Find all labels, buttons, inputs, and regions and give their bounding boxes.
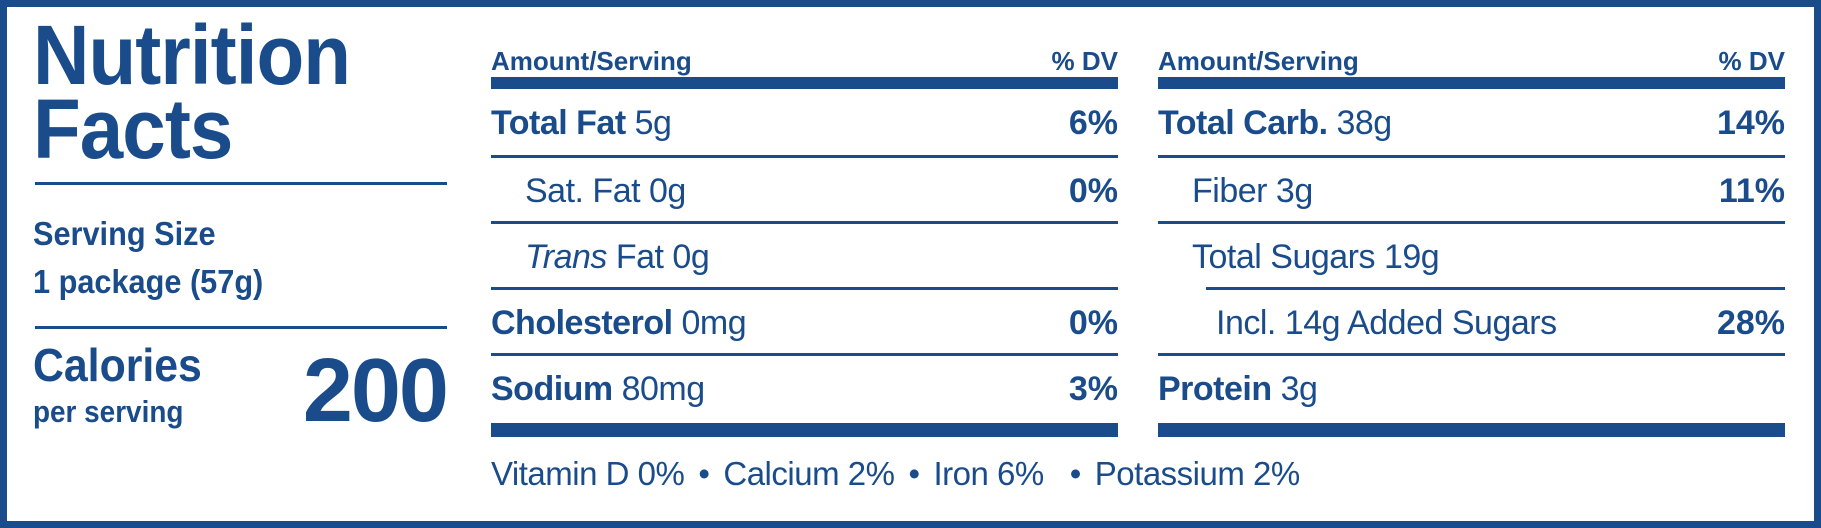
thick-divider (1158, 423, 1785, 437)
iron: Iron 6% (933, 455, 1045, 492)
calories-label: Calories (33, 339, 202, 391)
nutrient-dv: 14% (1716, 104, 1785, 142)
vitamins-minerals: Vitamin D 0% • Calcium 2% • Iron 6% • Potassiu… (491, 455, 1300, 493)
nutrient-name: Total Fat (491, 104, 626, 142)
amount-serving-header: Amount/Serving (1158, 46, 1359, 76)
nutrient-name: Total Carb. (1158, 104, 1328, 142)
bullet-separator: • (1069, 455, 1082, 492)
nutrient-amount: 80mg (612, 370, 706, 408)
dv-header: % DV (1718, 46, 1785, 76)
bullet-separator: • (908, 455, 920, 492)
thick-divider (1158, 77, 1785, 89)
nutrient-row-total-carb: Total Carb. 38g 14% (1158, 89, 1785, 158)
nutrient-dv: 11% (1718, 171, 1785, 210)
nutrient-amount: Incl. 14g Added Sugars (1216, 303, 1557, 342)
title-line-1: Nutrition (33, 8, 351, 102)
nutrient-dv: 3% (1068, 370, 1118, 408)
divider (35, 326, 447, 329)
nutrient-name: Cholesterol (491, 303, 673, 342)
nutrient-column-left: Amount/Serving % DV Total Fat 5g 6% Sat.… (491, 30, 1118, 437)
nutrient-dv: 0% (1068, 171, 1118, 210)
calories-value: 200 (302, 341, 449, 441)
nutrient-amount: Fat 0g (606, 237, 710, 276)
bullet-separator: • (698, 455, 710, 492)
nutrient-amount: 3g (1271, 370, 1318, 408)
amount-serving-header: Amount/Serving (491, 46, 692, 76)
nutrient-name: Protein (1158, 370, 1272, 408)
nutrient-amount: Sat. Fat 0g (525, 171, 686, 210)
nutrient-amount: Total Sugars 19g (1192, 237, 1440, 276)
nutrient-amount: Fiber 3g (1192, 171, 1313, 210)
nutrient-row-fiber: Fiber 3g 11% (1158, 158, 1785, 224)
nutrient-amount: 0mg (672, 303, 747, 342)
nutrient-column-right: Amount/Serving % DV Total Carb. 38g 14% … (1158, 30, 1785, 437)
title-line-2: Facts (33, 82, 233, 176)
label-title: Nutrition Facts (33, 8, 351, 176)
serving-size-label: Serving Size (33, 215, 216, 252)
nutrient-name: Sodium (491, 370, 613, 408)
nutrient-dv: 28% (1716, 303, 1785, 342)
calcium: Calcium 2% (723, 455, 895, 492)
nutrient-row-total-fat: Total Fat 5g 6% (491, 89, 1118, 158)
nutrient-row-cholesterol: Cholesterol 0mg 0% (491, 290, 1118, 356)
potassium: Potassium 2% (1094, 455, 1300, 492)
divider (35, 182, 447, 185)
nutrient-dv: 0% (1068, 303, 1118, 342)
serving-size: Serving Size 1 package (57g) (33, 210, 263, 306)
nutrient-row-sat-fat: Sat. Fat 0g 0% (491, 158, 1118, 224)
nutrient-row-protein: Protein 3g (1158, 356, 1785, 423)
dv-header: % DV (1051, 46, 1118, 76)
nutrient-dv: 6% (1068, 104, 1118, 142)
nutrient-amount: 5g (625, 104, 672, 142)
thick-divider (491, 77, 1118, 89)
nutrient-row-added-sugars: Incl. 14g Added Sugars 28% (1158, 290, 1785, 356)
vitamin-d: Vitamin D 0% (491, 455, 685, 492)
nutrient-row-sodium: Sodium 80mg 3% (491, 356, 1118, 423)
nutrient-amount: 38g (1327, 104, 1392, 142)
nutrient-row-trans-fat: Trans Fat 0g (491, 224, 1118, 290)
column-header: Amount/Serving % DV (1158, 30, 1785, 77)
thick-divider (491, 423, 1118, 437)
serving-size-value: 1 package (57g) (33, 263, 264, 300)
calories-sub-label: per serving (33, 394, 184, 429)
column-header: Amount/Serving % DV (491, 30, 1118, 77)
nutrient-name: Trans (525, 237, 607, 276)
nutrient-row-total-sugars: Total Sugars 19g (1158, 224, 1785, 290)
